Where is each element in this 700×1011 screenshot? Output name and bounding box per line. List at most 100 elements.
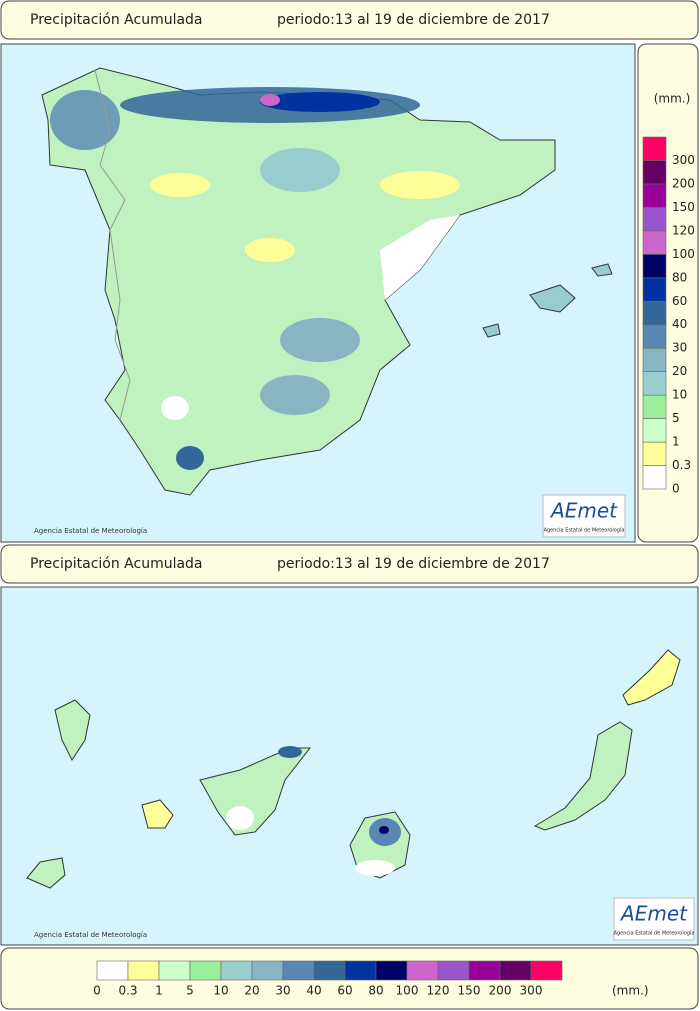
legend-swatch [251,960,284,981]
legend-label: 200 [489,984,512,998]
legend-swatch [642,254,667,279]
legend-unit: (mm.) [654,92,691,106]
canary-islands [26,649,681,889]
legend-swatch [642,441,667,466]
rain-zone [260,92,380,112]
legend-swatch [282,960,315,981]
dry-zone [380,171,460,199]
dry-zone [355,860,395,876]
legend-label: 0.3 [672,458,691,472]
border [94,69,131,421]
dry-zone [161,396,189,420]
rain-zone [260,94,280,106]
legend-label: 80 [368,984,383,998]
legend-swatch [530,960,563,981]
rain-zone [260,148,340,192]
legend-swatch [96,960,129,981]
legend-swatch [220,960,253,981]
legend-unit: (mm.) [612,984,649,998]
rain-zone [176,446,204,470]
legend-swatch [642,371,667,396]
legend-label: 300 [520,984,543,998]
rain-zone [280,318,360,362]
header-title: Precipitación Acumulada [30,12,203,28]
legend-swatch [642,230,667,255]
dry-zone [380,215,460,300]
legend-swatch [642,277,667,302]
legend-swatch [642,347,667,372]
header-period: periodo:13 al 19 de diciembre de 2017 [277,556,550,572]
legend-swatch [127,960,160,981]
rain-zone [260,375,330,415]
legend-label: 80 [672,270,687,284]
rain-zone [278,746,302,758]
legend-label: 150 [458,984,481,998]
legend-swatch [642,465,667,490]
legend-label: 120 [672,223,695,237]
legend-label: 200 [672,176,695,190]
island [141,799,174,829]
island [622,649,681,706]
dry-zone [226,806,254,830]
legend-horizontal: 0 0.3 1 5 10 20 30 40 60 80 100 120 150 200 300 [93,960,563,998]
map-canarias [0,586,699,946]
legend-swatch [642,394,667,419]
header-box [0,544,699,584]
legend-label: 5 [672,411,680,425]
logo: AEmet [549,499,618,523]
legend-swatch [344,960,377,981]
legend-label: 40 [306,984,321,998]
island [591,263,613,277]
legend-swatch [642,207,667,232]
legend-label: 20 [672,364,687,378]
header-box [0,0,699,40]
legend-label: 5 [186,984,194,998]
legend-label: 100 [396,984,419,998]
legend-label: 60 [672,294,687,308]
legend-label: 40 [672,317,687,331]
legend-label: 10 [213,984,228,998]
legend-label: 0 [93,984,101,998]
header-period: periodo:13 al 19 de diciembre de 2017 [277,12,550,28]
legend-swatch [642,418,667,443]
legend-swatch [642,324,667,349]
legend-label: 1 [672,435,680,449]
legend-swatch [375,960,408,981]
island [482,323,501,338]
legend-label: 300 [672,153,695,167]
legend-label: 20 [244,984,259,998]
legend-label: 30 [672,341,687,355]
iberia [41,67,613,496]
island [54,699,91,762]
logo-sub: Agencia Estatal de Meteorología [614,930,695,937]
legend-label: 0.3 [118,984,137,998]
legend-label: 60 [337,984,352,998]
legend-swatch [642,136,667,161]
island [26,857,66,889]
rain-zone [50,90,120,150]
logo-box [542,494,626,538]
legend-label: 30 [275,984,290,998]
logo-box [613,897,695,941]
header-title: Precipitación Acumulada [30,556,203,572]
legend-swatch [158,960,191,981]
legend-swatch [468,960,501,981]
rain-zone [379,826,389,834]
legend-vertical: 0 0.3 1 5 10 20 30 40 60 80 100 120 150 200 300 [642,136,695,496]
island [529,284,576,313]
dry-zone [150,173,210,197]
legend-label: 1 [155,984,163,998]
legend-label: 150 [672,200,695,214]
dry-zone [245,238,295,262]
legend-label: 10 [672,388,687,402]
legend-swatch [189,960,222,981]
credit: Agencia Estatal de Meteorología [34,931,147,939]
legend-label: 120 [427,984,450,998]
logo: AEmet [619,902,688,926]
island [533,721,633,831]
legend-swatch [642,183,667,208]
credit: Agencia Estatal de Meteorología [34,527,147,535]
legend-swatch [406,960,439,981]
legend-swatch [499,960,532,981]
